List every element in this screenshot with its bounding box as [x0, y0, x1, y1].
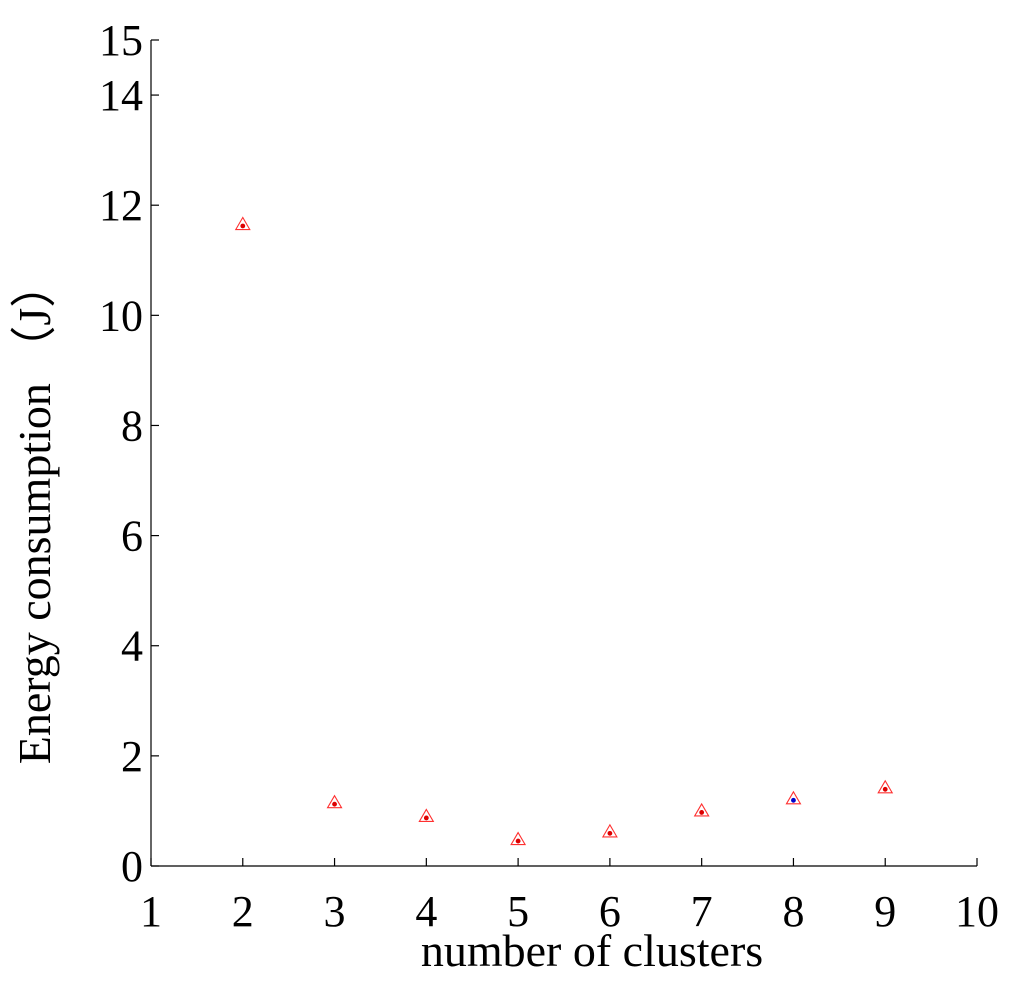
y-tick-label: 10: [99, 291, 143, 340]
dot-marker: [423, 815, 429, 821]
x-tick-label: 10: [955, 887, 999, 936]
x-tick-label: 1: [140, 887, 162, 936]
dot-marker: [607, 830, 613, 836]
x-tick-label: 8: [782, 887, 804, 936]
x-tick-label: 4: [415, 887, 437, 936]
x-tick-label: 5: [507, 887, 529, 936]
y-tick-label: 8: [121, 401, 143, 450]
triangle-marker: [418, 808, 435, 823]
x-axis-ticks: 1 2 3 4 5 6 7 8 9 10: [140, 858, 999, 936]
x-tick-label: 6: [599, 887, 621, 936]
y-tick-label: 6: [121, 512, 143, 561]
x-tick-label: 9: [874, 887, 896, 936]
x-tick-label: 7: [691, 887, 713, 936]
y-axis-title: Energy consumption （J）: [9, 262, 60, 765]
y-tick-label: 15: [99, 16, 143, 65]
triangle-marker: [234, 216, 251, 231]
y-tick-label: 2: [121, 732, 143, 781]
triangle-marker: [785, 790, 802, 805]
dot-marker: [240, 223, 246, 229]
dot-marker: [515, 838, 521, 844]
y-tick-label: 14: [99, 71, 143, 120]
triangle-marker: [601, 823, 618, 838]
y-tick-label: 4: [121, 622, 143, 671]
axes: [150, 40, 977, 867]
y-tick-label: 12: [99, 181, 143, 230]
triangle-marker: [510, 831, 527, 846]
y-tick-label: 0: [121, 842, 143, 891]
triangle-marker: [877, 779, 894, 794]
y-axis-ticks: 0 2 4 6 8 10 12 14 15: [99, 16, 159, 891]
dot-marker: [882, 786, 888, 792]
dot-marker: [699, 810, 705, 815]
data-points: [234, 216, 894, 846]
x-tick-label: 2: [232, 887, 254, 936]
triangle-marker: [326, 794, 343, 809]
triangle-marker: [693, 802, 710, 817]
dot-marker: [791, 797, 796, 803]
dot-marker: [332, 801, 337, 807]
x-axis-title: number of clusters: [421, 925, 763, 976]
x-tick-label: 3: [324, 887, 346, 936]
